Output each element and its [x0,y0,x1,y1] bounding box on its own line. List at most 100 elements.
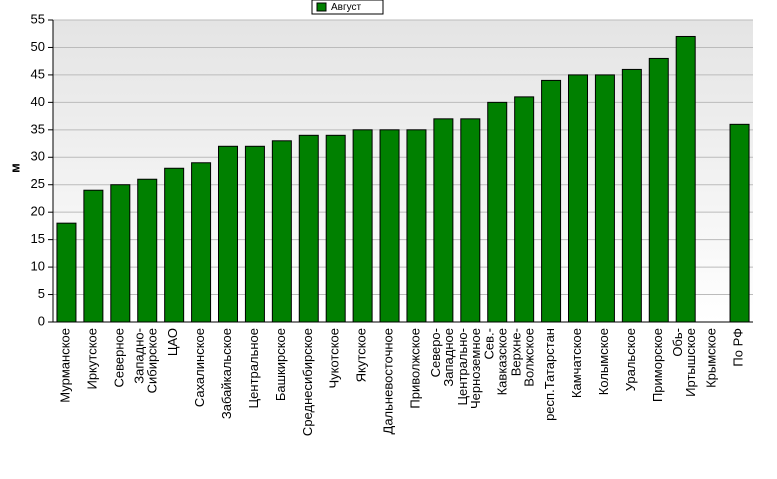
x-tick-label: Северо-Западное [428,328,456,387]
x-tick-label-line: Уральское [623,328,638,391]
y-tick-label: 35 [31,121,45,136]
x-tick-label-line: Крымское [704,328,719,388]
bar [244,145,265,323]
legend: Август [311,0,384,15]
x-tick-label-line: Западно- [132,328,147,384]
x-tick-label-line: Северо- [428,328,443,377]
y-tick-label: 10 [31,259,45,274]
bar [406,129,427,323]
bar [568,74,588,323]
bar [298,134,319,323]
x-tick-label: ЦАО [166,328,181,356]
x-tick-label: респ.Татарстан [543,328,558,421]
x-tick-label-line: Северное [112,328,127,387]
x-tick-label-line: Приморское [650,328,665,402]
x-tick-label-line: Сибирское [145,328,160,393]
x-tick-label-line: Якутское [354,328,369,382]
x-tick-label: Центральное [246,328,261,408]
x-tick-label-line: Камчатское [569,328,584,398]
x-tick-label: Верхне-Волжское [509,328,537,387]
x-tick-label-line: По РФ [731,328,746,367]
x-tick-label: Обь-Иртышское [671,328,699,397]
y-tick-label: 40 [31,94,45,109]
bar [621,68,642,323]
bar [460,118,481,323]
bar [137,178,158,323]
bar [271,140,292,323]
y-tick-label: 55 [31,11,45,26]
x-tick-label: Центрально-Черноземное [455,328,483,409]
plot-area [53,20,753,322]
x-tick-label-line: Западное [441,328,456,387]
bar [541,79,562,323]
x-tick-label: Колымское [596,328,611,395]
x-tick-label-line: Кавказское [495,328,510,395]
x-tick-label-line: Забайкальское [219,328,234,419]
x-tick-label-line: респ.Татарстан [543,328,558,421]
y-axis-label: м [7,163,22,173]
x-tick-label: Сев.-Кавказское [482,328,510,395]
legend-label: Август [331,2,362,13]
bar [56,222,77,323]
x-tick-label-line: Колымское [596,328,611,395]
x-tick-label: Забайкальское [219,328,234,419]
bar [648,57,669,323]
y-tick-label: 0 [38,313,45,328]
x-tick-label-line: Башкирское [273,328,288,401]
x-tick-label: Дальневосточное [381,328,396,434]
x-tick-label: Иркутское [85,328,100,390]
x-tick-label-line: Дальневосточное [381,328,396,434]
x-tick-label: Уральское [623,328,638,391]
x-tick-label-line: Волжское [522,328,537,387]
x-tick-label: Якутское [354,328,369,382]
x-tick-label-line: Центрально- [455,328,470,406]
y-tick-label: 20 [31,204,45,219]
x-tick-label: Приморское [650,328,665,402]
x-tick-label-line: Среднесибирское [300,328,315,436]
bar [729,123,750,323]
x-tick-label: Северное [112,328,127,387]
x-tick-label-line: Сахалинское [193,328,208,407]
x-tick-label-line: Обь- [671,328,686,357]
x-tick-label-line: Центральное [246,328,261,408]
x-tick-label: Сахалинское [193,328,208,407]
bar [164,167,185,323]
y-tick-label: 30 [31,149,45,164]
x-tick-label: Приволжское [408,328,423,409]
y-tick-label: 50 [31,39,45,54]
legend-box [311,0,384,15]
bar [379,129,400,323]
x-tick-label: По РФ [731,328,746,367]
x-tick-label-line: Иркутское [85,328,100,390]
x-tick-label: Мурманское [58,328,73,403]
x-tick-label: Западно-Сибирское [132,328,160,393]
y-tick-label: 25 [31,176,45,191]
x-tick-label: Чукотское [327,328,342,389]
y-tick-label: 15 [31,231,45,246]
x-tick-label-line: Приволжское [408,328,423,409]
x-tick-label-line: Черноземное [468,328,483,409]
x-tick-label: Среднесибирское [300,328,315,436]
bar [325,134,346,323]
bar [675,35,696,323]
x-tick-label-line: Сев.- [482,328,497,359]
bar [218,145,238,323]
y-tick-label: 5 [38,286,45,301]
bar [83,189,104,323]
x-tick-label-line: Мурманское [58,328,73,403]
x-tick-label-line: ЦАО [166,328,181,356]
x-tick-label-line: Верхне- [509,328,524,376]
x-tick-label-line: Чукотское [327,328,342,389]
legend-swatch [316,2,327,12]
x-tick-label: Башкирское [273,328,288,401]
bar [433,118,454,323]
x-tick-label: Камчатское [569,328,584,398]
bar [487,101,508,323]
bar [514,96,535,323]
bar [594,74,615,323]
bar [110,184,131,323]
bar [191,162,212,323]
bar [352,129,373,323]
y-tick-label: 45 [31,66,45,81]
